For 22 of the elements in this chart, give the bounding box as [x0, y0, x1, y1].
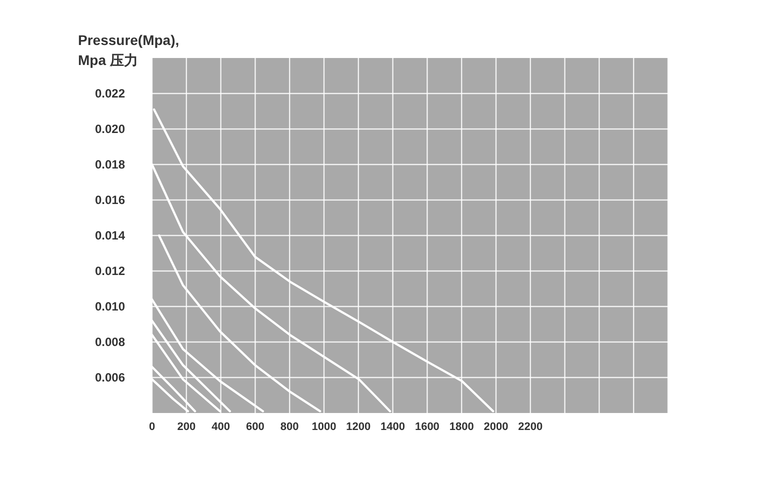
y-tick-label: 0.018 — [94, 158, 126, 172]
x-tick-label: 0 — [148, 421, 156, 433]
y-tick-label: 0.020 — [94, 122, 126, 136]
x-tick-label: 800 — [280, 421, 299, 433]
y-axis-title: Pressure(Mpa), Mpa 压力 — [78, 31, 180, 70]
y-tick-label: 0.010 — [94, 300, 126, 314]
x-tick-label: 600 — [246, 421, 264, 433]
x-tick-label: 2200 — [518, 421, 543, 433]
x-tick-label: 400 — [212, 421, 230, 433]
x-tick-label: 200 — [177, 421, 196, 433]
y-tick-label: 0.008 — [94, 335, 126, 349]
y-tick-label: 0.006 — [94, 370, 126, 384]
y-tick-label: 0.022 — [94, 86, 126, 100]
y-tick-label: 0.014 — [94, 228, 126, 242]
x-tick-label: 1800 — [449, 421, 474, 433]
y-tick-label: 0.012 — [94, 264, 126, 278]
y-tick-label: 0.016 — [94, 193, 126, 207]
x-tick-label: 2000 — [484, 421, 508, 433]
x-tick-label: 1400 — [380, 421, 406, 433]
x-tick-label: 1000 — [312, 421, 336, 433]
x-tick-label: 1200 — [346, 421, 371, 433]
x-tick-label: 1600 — [414, 421, 440, 433]
